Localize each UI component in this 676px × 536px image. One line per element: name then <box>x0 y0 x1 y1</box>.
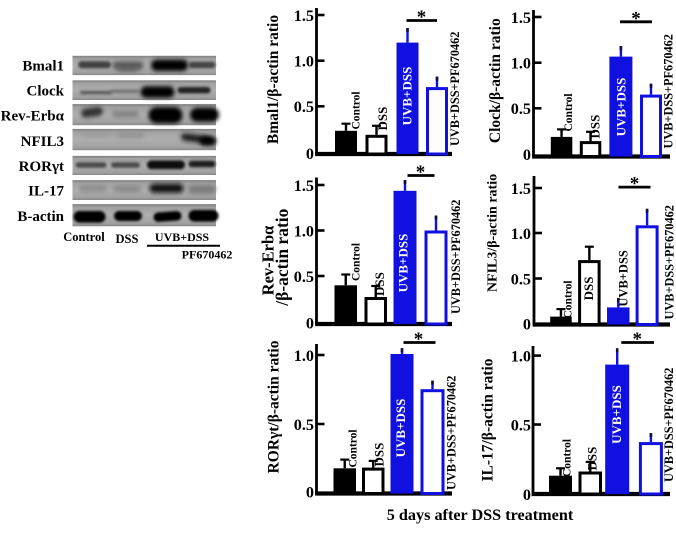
svg-text:0: 0 <box>523 146 531 164</box>
svg-text:B-actin: B-actin <box>17 209 64 225</box>
svg-text:Bmal1: Bmal1 <box>22 58 64 74</box>
svg-text:UVB+DSS: UVB+DSS <box>400 67 415 126</box>
svg-text:0: 0 <box>306 483 314 501</box>
svg-text:1.5: 1.5 <box>511 180 531 198</box>
svg-text:0: 0 <box>306 145 314 163</box>
svg-text:Control: Control <box>63 230 105 244</box>
svg-text:5 days after DSS treatment: 5 days after DSS treatment <box>387 506 574 524</box>
svg-text:0: 0 <box>306 314 314 332</box>
svg-text:PF670462: PF670462 <box>182 248 233 262</box>
svg-text:RORγt/β-actin ratio: RORγt/β-actin ratio <box>266 340 283 473</box>
svg-text:*: * <box>414 329 424 350</box>
svg-text:Control: Control <box>347 429 359 467</box>
svg-text:UVB+DSS+PF670462: UVB+DSS+PF670462 <box>448 32 462 146</box>
svg-text:*: * <box>633 329 643 350</box>
svg-text:0.5: 0.5 <box>511 416 531 434</box>
svg-text:Rev-Erbα: Rev-Erbα <box>258 225 277 295</box>
svg-text:*: * <box>417 7 427 28</box>
svg-text:UVB+DSS: UVB+DSS <box>613 78 628 137</box>
svg-text:Control: Control <box>563 93 575 131</box>
svg-text:DSS: DSS <box>588 115 603 139</box>
svg-text:1.0: 1.0 <box>294 347 314 365</box>
svg-text:0.5: 0.5 <box>294 268 314 286</box>
svg-text:Bmal1/β-actin ratio: Bmal1/β-actin ratio <box>265 15 282 144</box>
svg-text:*: * <box>416 162 426 183</box>
svg-text:Control: Control <box>562 439 574 477</box>
svg-text:/β-actin ratio: /β-actin ratio <box>272 208 292 306</box>
svg-text:*: * <box>631 8 641 29</box>
svg-text:1.0: 1.0 <box>511 225 531 243</box>
svg-text:0.5: 0.5 <box>294 98 314 116</box>
svg-text:UVB+DSS: UVB+DSS <box>155 230 210 244</box>
svg-text:UVB+DSS: UVB+DSS <box>617 250 631 306</box>
svg-text:UVB+DSS: UVB+DSS <box>393 399 408 458</box>
svg-text:UVB+DSS+PF670462: UVB+DSS+PF670462 <box>662 368 676 482</box>
svg-text:UVB+DSS+PF670462: UVB+DSS+PF670462 <box>662 205 676 319</box>
svg-text:IL-17: IL-17 <box>28 183 64 199</box>
svg-text:0.5: 0.5 <box>511 100 531 118</box>
svg-text:UVB+DSS+PF670462: UVB+DSS+PF670462 <box>449 200 463 314</box>
svg-text:0: 0 <box>523 315 531 333</box>
svg-text:0.5: 0.5 <box>511 270 531 288</box>
svg-text:1.5: 1.5 <box>511 9 531 27</box>
svg-text:1.5: 1.5 <box>294 177 314 195</box>
svg-text:UVB+DSS: UVB+DSS <box>396 234 411 293</box>
svg-text:Clock/β-actin ratio: Clock/β-actin ratio <box>487 18 504 143</box>
svg-text:Control: Control <box>562 280 574 318</box>
svg-text:Rev-Erbα: Rev-Erbα <box>1 108 65 124</box>
svg-text:NFIL3/β-actin ratio: NFIL3/β-actin ratio <box>486 174 501 292</box>
svg-text:1.5: 1.5 <box>294 7 314 25</box>
svg-text:DSS: DSS <box>371 443 386 467</box>
svg-text:DSS: DSS <box>372 272 387 296</box>
svg-text:UVB+DSS: UVB+DSS <box>609 385 624 444</box>
svg-text:0.5: 0.5 <box>294 416 314 434</box>
svg-text:1.0: 1.0 <box>511 347 531 365</box>
svg-text:*: * <box>630 174 640 195</box>
svg-text:NFIL3: NFIL3 <box>21 134 64 150</box>
svg-text:1.0: 1.0 <box>294 222 314 240</box>
svg-text:0: 0 <box>523 486 531 504</box>
svg-text:DSS: DSS <box>581 277 596 301</box>
svg-text:Control: Control <box>351 243 363 281</box>
svg-text:DSS: DSS <box>375 107 390 131</box>
svg-text:DSS: DSS <box>116 232 139 246</box>
svg-text:DSS: DSS <box>585 447 600 471</box>
svg-text:IL-17/β-actin ratio: IL-17/β-actin ratio <box>480 358 497 481</box>
svg-text:Clock: Clock <box>27 83 65 99</box>
svg-text:RORγt: RORγt <box>19 159 64 175</box>
svg-text:UVB+DSS+PF670462: UVB+DSS+PF670462 <box>444 376 458 490</box>
svg-text:1.0: 1.0 <box>511 55 531 73</box>
svg-text:Control: Control <box>351 91 363 129</box>
svg-text:UVB+DSS+PF670462: UVB+DSS+PF670462 <box>661 34 675 148</box>
svg-text:1.0: 1.0 <box>294 53 314 71</box>
